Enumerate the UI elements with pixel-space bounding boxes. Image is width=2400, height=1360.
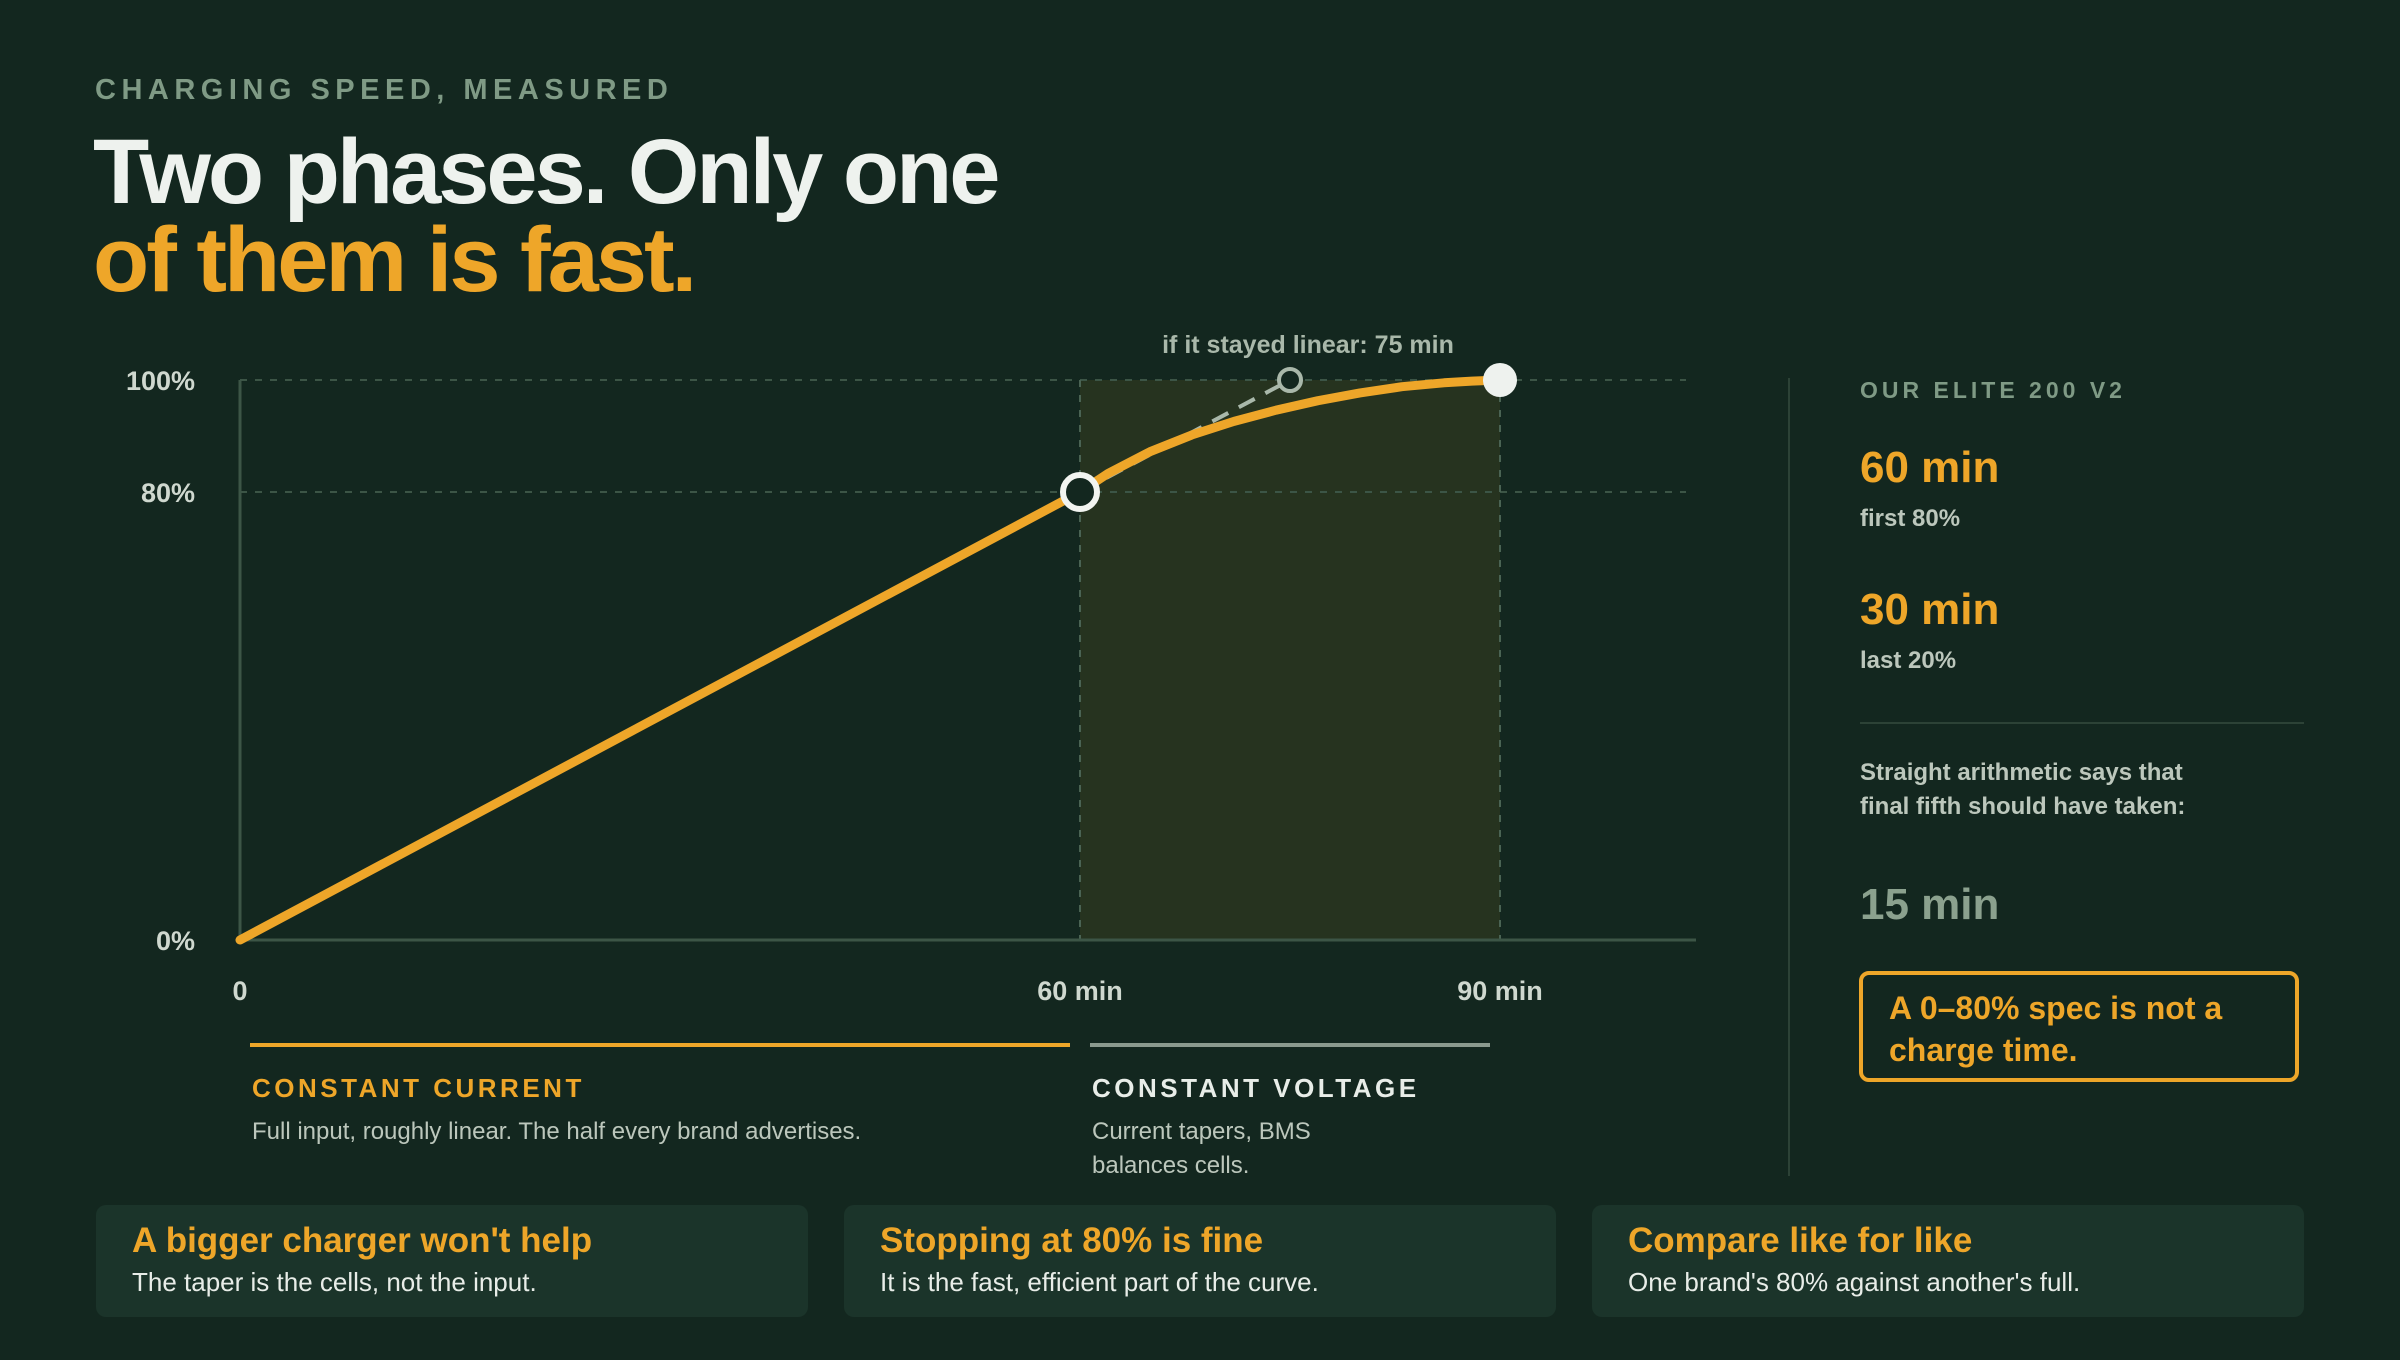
tip-card-title: A bigger charger won't help bbox=[132, 1221, 593, 1260]
stat-last-20-label: last 20% bbox=[1860, 647, 1957, 674]
headline-line-2: of them is fast. bbox=[93, 209, 697, 311]
tip-card-title: Compare like for like bbox=[1628, 1221, 1973, 1260]
constant-current-desc: Full input, roughly linear. The half eve… bbox=[252, 1118, 862, 1145]
headline: Two phases. Only one of them is fast. bbox=[93, 121, 1000, 311]
y-tick-label: 80% bbox=[141, 478, 195, 508]
y-tick-label: 0% bbox=[156, 926, 195, 956]
constant-voltage-desc: Current tapers, BMS balances cells. bbox=[1092, 1118, 1311, 1179]
x-tick-label: 60 min bbox=[1037, 976, 1123, 1006]
eyebrow: CHARGING SPEED, MEASURED bbox=[95, 74, 674, 106]
side-eyebrow: OUR ELITE 200 V2 bbox=[1860, 377, 2126, 403]
constant-voltage-title: CONSTANT VOLTAGE bbox=[1092, 1073, 1420, 1103]
side-divider bbox=[1788, 378, 1790, 1176]
side-rule bbox=[1860, 722, 2304, 724]
callout-box: A 0–80% spec is not a charge time. bbox=[1859, 971, 2299, 1082]
charging-curve-line bbox=[235, 375, 1505, 945]
marker-80-percent bbox=[1060, 472, 1100, 512]
linear-projection-annotation: if it stayed linear: 75 min bbox=[1162, 331, 1454, 359]
stat-first-80-value: 60 min bbox=[1860, 443, 2000, 492]
stat-last-20-value: 30 min bbox=[1860, 585, 2000, 634]
constant-voltage-bar bbox=[1090, 1043, 1490, 1047]
tip-card: A bigger charger won't help The taper is… bbox=[96, 1205, 808, 1317]
tip-card: Compare like for like One brand's 80% ag… bbox=[1592, 1205, 2304, 1317]
marker-linear-projection bbox=[1277, 367, 1303, 393]
y-tick-label: 100% bbox=[126, 366, 195, 396]
x-tick-label: 90 min bbox=[1457, 976, 1543, 1006]
tip-card-title: Stopping at 80% is fine bbox=[880, 1221, 1264, 1260]
tip-card-text: It is the fast, efficient part of the cu… bbox=[880, 1267, 1319, 1297]
headline-line-1: Two phases. Only one bbox=[93, 121, 1000, 223]
expected-time-value: 15 min bbox=[1860, 880, 2000, 929]
tip-card: Stopping at 80% is fine It is the fast, … bbox=[844, 1205, 1556, 1317]
constant-current-title: CONSTANT CURRENT bbox=[252, 1073, 585, 1103]
arithmetic-note: Straight arithmetic says that final fift… bbox=[1860, 759, 2186, 820]
constant-current-bar bbox=[250, 1043, 1070, 1047]
tip-card-text: The taper is the cells, not the input. bbox=[132, 1267, 537, 1297]
marker-full-charge bbox=[1483, 363, 1517, 397]
constant-voltage-region bbox=[1080, 380, 1500, 940]
stat-first-80-label: first 80% bbox=[1860, 505, 1961, 532]
tip-card-text: One brand's 80% against another's full. bbox=[1628, 1267, 2081, 1297]
x-tick-label: 0 bbox=[232, 976, 247, 1006]
